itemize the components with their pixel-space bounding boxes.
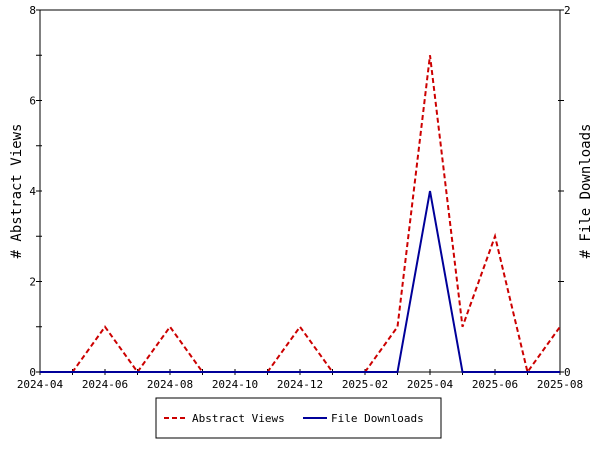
y-tick-label: 2: [29, 276, 36, 289]
x-tick-label: 2024-12: [277, 378, 323, 391]
series-layer: [40, 55, 560, 372]
y2-axis-title: # File Downloads: [578, 124, 594, 259]
y-tick-label: 0: [29, 366, 36, 379]
x-tick-label: 2025-06: [472, 378, 518, 391]
x-tick-label: 2025-02: [342, 378, 388, 391]
y-tick-label: 8: [29, 4, 36, 17]
legend: Abstract Views File Downloads: [156, 398, 441, 438]
labels-layer: # Abstract Views # File Downloads: [9, 124, 594, 259]
x-tick-label: 2024-04: [17, 378, 64, 391]
x-tick-label: 2024-10: [212, 378, 258, 391]
y-tick-label: 6: [29, 95, 36, 108]
y2-tick-label: 0: [564, 366, 571, 379]
y-axis-title: # Abstract Views: [9, 124, 25, 259]
x-tick-label: 2024-08: [147, 378, 193, 391]
legend-label-file-downloads: File Downloads: [331, 412, 424, 425]
x-tick-label: 2025-04: [407, 378, 454, 391]
y-tick-label: 4: [29, 185, 36, 198]
plot-frame: [40, 10, 560, 372]
legend-label-abstract-views: Abstract Views: [192, 412, 285, 425]
x-tick-label: 2025-08: [537, 378, 583, 391]
series-line-file-downloads: [40, 191, 560, 372]
x-tick-label: 2024-06: [82, 378, 128, 391]
y2-tick-label: 2: [564, 4, 571, 17]
series-line-abstract-views: [40, 55, 560, 372]
